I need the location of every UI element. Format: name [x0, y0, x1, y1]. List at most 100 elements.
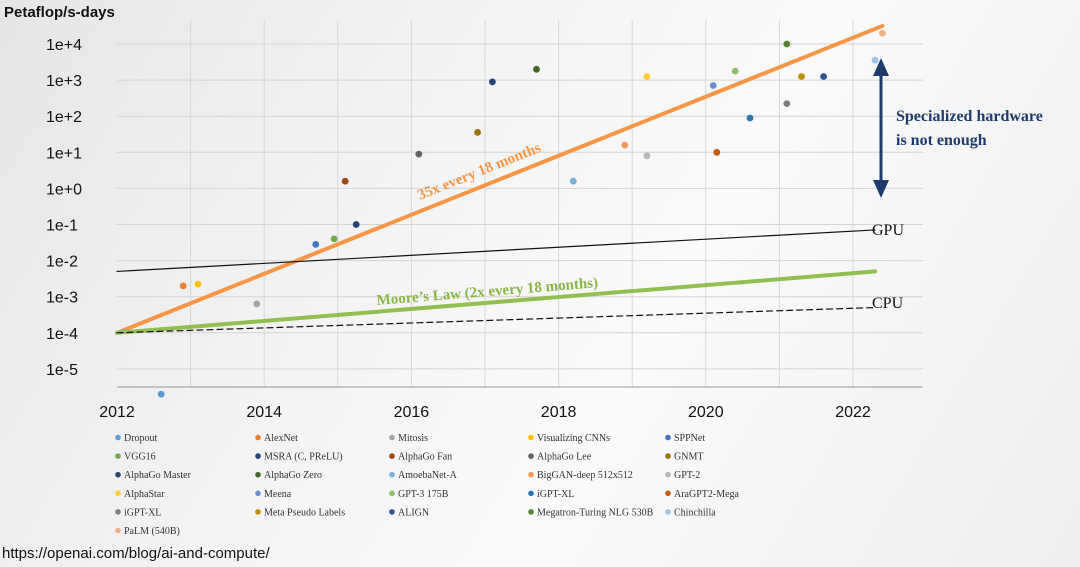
- legend-item-label: VGG16: [124, 452, 156, 463]
- legend-item-label: AlphaGo Lee: [537, 452, 592, 463]
- y-tick-label: 1e-2: [46, 254, 78, 271]
- legend-marker: [115, 434, 121, 441]
- chart: Petaflop/s-days 1e+4 1e+3 1e+2 1e+1 1e+0 1e-1 1…: [4, 4, 1043, 537]
- y-tick-label: 1e+2: [46, 109, 82, 126]
- legend-item-label: AlphaGo Fan: [398, 452, 452, 463]
- annotation-line-2: is not enough: [896, 132, 987, 149]
- legend-marker: [528, 453, 534, 459]
- data-point: [879, 29, 886, 37]
- data-point: [783, 100, 791, 107]
- legend-item-label: AlphaGo Master: [124, 470, 192, 481]
- arrow-head-up: [873, 58, 889, 76]
- y-tick-label: 1e-4: [46, 326, 78, 343]
- x-tick-label: 2020: [688, 404, 724, 421]
- y-tick-label: 1e+0: [46, 181, 82, 198]
- legend-item-label: AlphaStar: [124, 489, 165, 500]
- data-point: [157, 390, 165, 398]
- data-point: [783, 40, 791, 48]
- legend-item-label: SPPNet: [674, 433, 705, 444]
- data-point: [330, 235, 338, 243]
- trend-line-moores-law: [115, 269, 878, 335]
- legend-item-label: PaLM (540B): [124, 526, 180, 537]
- y-tick-label: 1e+3: [46, 73, 82, 90]
- data-point: [643, 73, 651, 80]
- trend-line-35x: [115, 23, 885, 335]
- trend-line-gpu: [116, 229, 876, 273]
- legend-marker: [255, 490, 261, 497]
- legend-item-label: iGPT-XL: [124, 507, 161, 518]
- data-point: [731, 67, 739, 75]
- legend-marker: [115, 509, 121, 515]
- legend-item-label: AlexNet: [264, 433, 298, 444]
- legend-item-label: ALIGN: [398, 507, 429, 518]
- data-point: [798, 73, 805, 80]
- gpu-label: GPU: [872, 222, 904, 239]
- data-point: [341, 177, 349, 185]
- legend-marker: [665, 434, 671, 441]
- legend-marker: [255, 509, 261, 515]
- data-point: [746, 114, 754, 122]
- legend-marker: [389, 490, 395, 497]
- x-tick-label: 2018: [541, 404, 577, 421]
- data-point: [312, 241, 320, 248]
- data-point: [621, 141, 629, 149]
- legend-item-label: Meta Pseudo Labels: [264, 507, 345, 518]
- legend-item-label: AraGPT2-Mega: [674, 489, 740, 500]
- legend-item-label: GPT-2: [674, 470, 700, 481]
- legend-item-label: Mitosis: [398, 433, 428, 444]
- annotation-line-1: Specialized hardware: [896, 108, 1043, 125]
- legend-item-label: AlphaGo Zero: [264, 470, 322, 481]
- data-point: [489, 78, 496, 86]
- legend-marker: [115, 490, 121, 497]
- data-point: [709, 82, 717, 89]
- data-point: [474, 129, 481, 136]
- source-url[interactable]: https://openai.com/blog/ai-and-compute/: [2, 545, 270, 562]
- legend-marker: [528, 490, 534, 497]
- data-point: [533, 65, 540, 73]
- data-point: [179, 282, 187, 290]
- legend-item-label: AmoebaNet-A: [398, 470, 458, 481]
- legend-item-label: Visualizing CNNs: [537, 433, 610, 444]
- legend-marker: [255, 471, 261, 478]
- legend-item-label: Dropout: [124, 433, 158, 444]
- legend-marker: [665, 453, 671, 459]
- legend-marker: [389, 471, 395, 478]
- legend-item-label: Chinchilla: [674, 507, 716, 518]
- legend-item-label: GPT-3 175B: [398, 489, 449, 500]
- legend-marker: [389, 434, 395, 441]
- legend-marker: [528, 509, 534, 515]
- legend-item-label: iGPT-XL: [537, 489, 574, 500]
- legend-item-label: BigGAN-deep 512x512: [537, 470, 633, 481]
- x-tick-label: 2014: [246, 404, 282, 421]
- x-tick-label: 2016: [394, 404, 430, 421]
- cpu-label: CPU: [872, 295, 904, 312]
- data-point: [415, 150, 423, 158]
- legend-marker: [115, 527, 121, 534]
- legend-marker: [255, 453, 261, 459]
- y-tick-label: 1e+1: [46, 145, 82, 162]
- trend-label-35x: 35x every 18 months: [416, 140, 544, 204]
- legend-marker: [115, 471, 121, 478]
- y-tick-label: 1e-3: [46, 290, 78, 307]
- legend-marker: [115, 453, 121, 459]
- legend-item-label: Megatron-Turing NLG 530B: [537, 507, 654, 518]
- x-tick-label: 2022: [835, 404, 871, 421]
- legend-item-label: MSRA (C, PReLU): [264, 452, 343, 463]
- data-point: [643, 152, 651, 160]
- legend-item-label: Meena: [264, 489, 292, 500]
- y-tick-label: 1e-5: [46, 362, 78, 379]
- data-point: [871, 56, 879, 64]
- legend-marker: [389, 453, 395, 459]
- trend-line-cpu: [116, 306, 876, 334]
- y-tick-label: 1e+4: [46, 37, 82, 54]
- legend-marker: [255, 434, 261, 441]
- data-point: [820, 73, 827, 80]
- data-point: [569, 177, 577, 185]
- y-axis-label: Petaflop/s-days: [4, 4, 115, 21]
- legend-marker: [528, 471, 534, 478]
- legend-item-label: GNMT: [674, 452, 703, 463]
- y-tick-label: 1e-1: [46, 218, 78, 235]
- x-tick-label: 2012: [99, 404, 135, 421]
- data-point: [194, 280, 202, 288]
- legend-marker: [665, 490, 671, 497]
